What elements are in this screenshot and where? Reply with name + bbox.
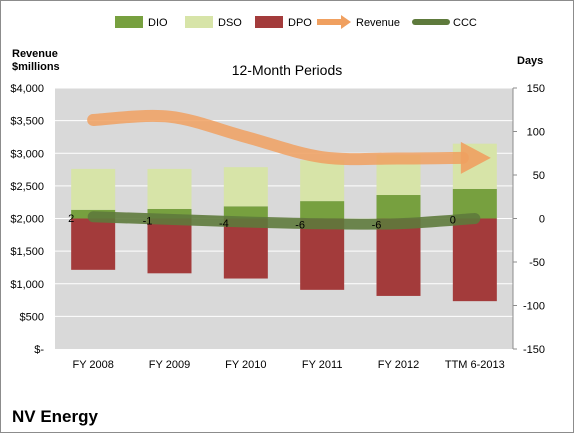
bar-dio [376, 195, 421, 219]
bar-dpo [452, 218, 497, 302]
ccc-data-label: 0 [450, 215, 456, 227]
ccc-data-label: -6 [372, 220, 382, 232]
legend-swatch-dpo [255, 16, 283, 28]
bar-dpo [223, 218, 268, 279]
ccc-data-label: -6 [295, 220, 305, 232]
category-label: FY 2010 [225, 359, 266, 371]
left-tick-label: $2,000 [10, 214, 44, 226]
right-tick-label: 100 [527, 127, 545, 139]
right-tick-label: 150 [527, 83, 545, 95]
chart-title: 12-Month Periods [232, 62, 343, 78]
left-tick-label: $3,000 [10, 148, 44, 160]
left-tick-label: $3,500 [10, 116, 44, 128]
right-tick-label: 50 [533, 170, 545, 182]
legend-swatch-dso [185, 16, 213, 28]
category-label: FY 2012 [378, 359, 419, 371]
bar-dso [71, 168, 116, 210]
legend-label: DIO [148, 17, 168, 29]
legend-label: DSO [218, 17, 242, 29]
left-tick-label: $4,000 [10, 83, 44, 95]
right-tick-label: -150 [523, 344, 545, 356]
revenue-line [87, 109, 469, 166]
ccc-data-label: -4 [219, 218, 229, 230]
left-tick-label: $1,500 [10, 246, 44, 258]
ccc-data-label: 2 [68, 213, 74, 225]
legend-label: Revenue [356, 17, 400, 29]
left-tick-label: $- [34, 344, 44, 356]
bar-dio [147, 208, 192, 219]
left-tick-label: $1,000 [10, 279, 44, 291]
ccc-data-label: -1 [143, 215, 153, 227]
bar-dso [147, 168, 192, 209]
bar-dpo [71, 218, 116, 270]
right-tick-label: -100 [523, 301, 545, 313]
category-label: FY 2011 [302, 359, 343, 371]
legend-arrowhead-revenue [341, 15, 351, 29]
bar-dpo [376, 218, 421, 296]
left-tick-label: $2,500 [10, 181, 44, 193]
ccc-line [87, 211, 481, 230]
category-label: FY 2008 [72, 359, 113, 371]
bar-dpo [147, 218, 192, 274]
category-label: TTM 6-2013 [445, 359, 505, 371]
bar-dso [223, 167, 268, 207]
legend-swatch-dio [115, 16, 143, 28]
right-tick-label: 0 [539, 214, 545, 226]
legend-label: CCC [453, 17, 477, 29]
right-axis-title: Days [517, 55, 543, 67]
left-axis-title-line2: $millions [12, 61, 60, 73]
bar-dpo [300, 218, 345, 290]
bar-dio [223, 206, 268, 219]
category-label: FY 2009 [149, 359, 190, 371]
revenue-arrowhead [460, 141, 491, 174]
legend-label: DPO [288, 17, 312, 29]
right-tick-label: -50 [529, 257, 545, 269]
bar-dso [300, 160, 345, 202]
bar-dio [300, 201, 345, 219]
left-tick-label: $500 [20, 311, 44, 323]
company-name: NV Energy [12, 407, 99, 426]
left-axis-title-line1: Revenue [12, 48, 58, 60]
